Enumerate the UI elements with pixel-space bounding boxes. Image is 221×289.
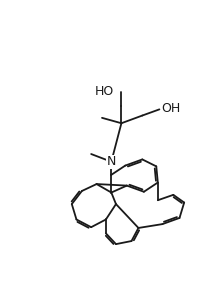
Text: HO: HO (94, 85, 114, 98)
Text: OH: OH (162, 102, 181, 115)
Text: N: N (107, 155, 116, 168)
